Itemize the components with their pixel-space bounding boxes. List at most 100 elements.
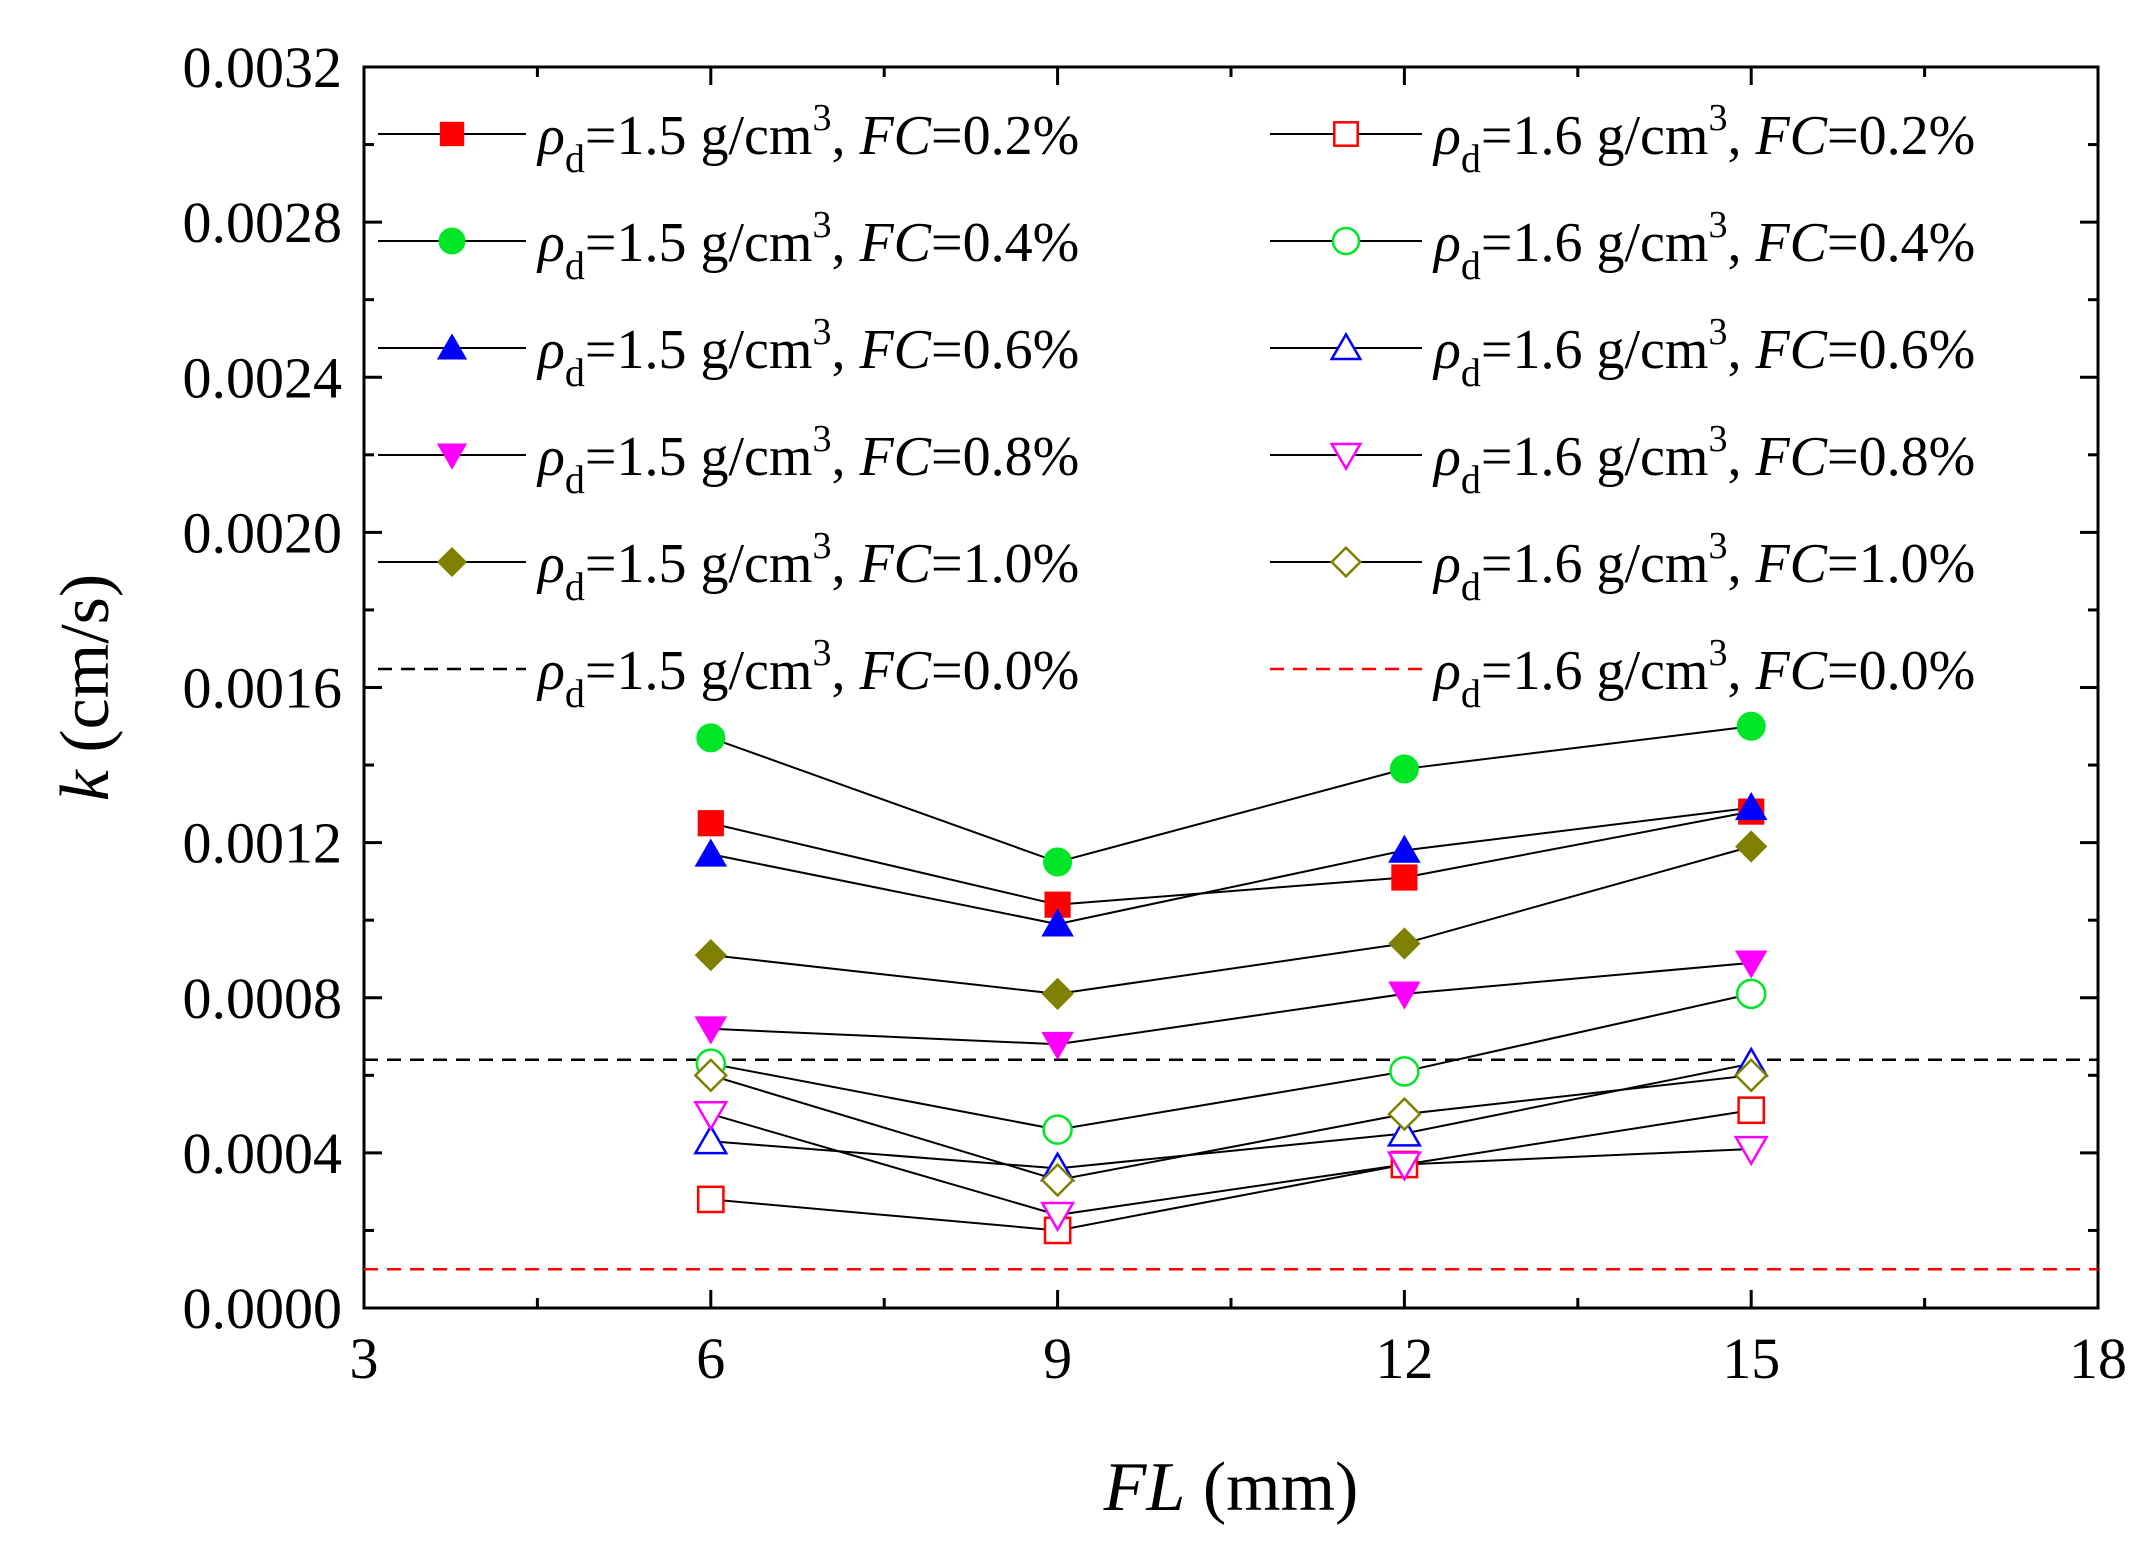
data-point: [1736, 711, 1766, 741]
legend-label: ρd=1.5 g/cm3, FC=0.8%: [536, 418, 1079, 502]
series-line: [710, 1109, 1752, 1232]
legend-label: ρd=1.5 g/cm3, FC=0.0%: [536, 632, 1079, 716]
data-point: [694, 938, 727, 972]
data-point: [1737, 1096, 1766, 1125]
legend-item: ρd=1.5 g/cm3, FC=0.6%: [378, 311, 1079, 395]
data-point: [1041, 977, 1074, 1010]
data-point: [1735, 830, 1768, 863]
x-tick-label: 18: [2069, 1326, 2127, 1391]
data-point: [696, 1185, 725, 1214]
data-point: [694, 1016, 728, 1045]
y-tick-label: 0.0004: [183, 1121, 343, 1186]
data-point: [696, 723, 726, 753]
data-point: [1735, 978, 1767, 1010]
y-axis-title-italic: k: [47, 768, 124, 801]
y-tick-label: 0.0032: [183, 35, 343, 100]
data-point: [1040, 1201, 1076, 1233]
series-line: [710, 992, 1752, 1131]
series-line: [710, 1074, 1752, 1182]
reference-lines: [364, 1058, 2098, 1271]
data-point: [1386, 1116, 1422, 1147]
legend-item: ρd=1.6 g/cm3, FC=1.0%: [1270, 525, 1975, 609]
series-markers: [693, 1100, 1769, 1233]
legend-item: ρd=1.6 g/cm3, FC=0.6%: [1270, 311, 1975, 395]
legend-label: ρd=1.5 g/cm3, FC=0.2%: [536, 97, 1079, 181]
data-point: [1734, 950, 1768, 979]
data-point: [1734, 792, 1768, 821]
data-point: [697, 810, 724, 837]
data-point: [1043, 847, 1073, 877]
series-line: [710, 1113, 1752, 1216]
series-markers: [694, 792, 1768, 937]
data-point: [1042, 1114, 1073, 1145]
series-line: [710, 1062, 1752, 1170]
series: [710, 1074, 1752, 1182]
series-line: [710, 961, 1752, 1046]
data-point: [694, 838, 728, 867]
y-tick-label: 0.0016: [183, 656, 343, 721]
legend-item: ρd=1.5 g/cm3, FC=0.2%: [378, 97, 1079, 181]
legend-item-reference: ρd=1.5 g/cm3, FC=0.0%: [378, 632, 1079, 716]
data-point: [1388, 981, 1421, 1010]
legend-label: ρd=1.6 g/cm3, FC=0.6%: [1432, 311, 1975, 395]
y-tick-label: 0.0008: [183, 966, 343, 1031]
data-point: [1388, 927, 1421, 960]
series: [710, 725, 1752, 864]
x-tick-label: 6: [696, 1326, 725, 1391]
series-line: [710, 845, 1752, 995]
x-tick-label: 12: [1375, 1326, 1433, 1391]
y-tick-label: 0.0012: [183, 811, 343, 876]
legend-marker: [1329, 331, 1363, 361]
legend: ρd=1.5 g/cm3, FC=0.2% ρd=1.5 g/cm3, FC=0.…: [378, 97, 1975, 716]
data-point: [1733, 1135, 1769, 1167]
series-markers: [694, 830, 1768, 1010]
data-point: [1389, 754, 1419, 784]
data-point: [693, 1100, 729, 1132]
legend-label: ρd=1.6 g/cm3, FC=0.2%: [1432, 97, 1975, 181]
series-markers: [696, 711, 1766, 877]
legend-label: ρd=1.5 g/cm3, FC=1.0%: [536, 525, 1079, 609]
x-axis-title-italic: FL: [1103, 1449, 1186, 1526]
x-axis-title: FL (mm): [1103, 1449, 1359, 1526]
legend-marker: [436, 546, 468, 578]
data-point: [693, 1124, 729, 1155]
series-layer: [693, 711, 1769, 1245]
y-axis-title: k (cm/s): [47, 574, 124, 801]
data-point: [1734, 1058, 1769, 1093]
x-tick-label: 3: [350, 1326, 379, 1391]
data-point: [1387, 1096, 1422, 1132]
data-point: [1389, 1056, 1420, 1087]
legend-label: ρd=1.6 g/cm3, FC=1.0%: [1432, 525, 1975, 609]
series-markers: [693, 1058, 1769, 1198]
legend-label: ρd=1.6 g/cm3, FC=0.8%: [1432, 418, 1975, 502]
data-point: [1040, 1162, 1075, 1198]
legend-marker: [438, 227, 466, 255]
legend-label: ρd=1.6 g/cm3, FC=0.4%: [1432, 204, 1975, 288]
legend-marker: [1329, 545, 1363, 579]
y-tick-label: 0.0000: [183, 1276, 343, 1341]
series: [710, 1062, 1752, 1170]
legend-item: ρd=1.5 g/cm3, FC=0.8%: [378, 418, 1079, 502]
legend-label: ρd=1.6 g/cm3, FC=0.0%: [1432, 632, 1975, 716]
y-tick-label: 0.0020: [183, 500, 343, 565]
legend-marker: [439, 121, 465, 147]
series: [710, 810, 1752, 906]
data-point: [1391, 864, 1418, 891]
legend-item: ρd=1.6 g/cm3, FC=0.8%: [1270, 418, 1975, 502]
legend-label: ρd=1.5 g/cm3, FC=0.4%: [536, 204, 1079, 288]
legend-label: ρd=1.5 g/cm3, FC=0.6%: [536, 311, 1079, 395]
x-tick-label: 15: [1722, 1326, 1780, 1391]
legend-item: ρd=1.5 g/cm3, FC=0.4%: [378, 204, 1079, 288]
series-line: [710, 725, 1752, 864]
series: [710, 806, 1752, 926]
series: [710, 845, 1752, 995]
series-markers: [693, 1046, 1769, 1182]
series: [710, 1109, 1752, 1232]
legend-item-reference: ρd=1.6 g/cm3, FC=0.0%: [1270, 632, 1975, 716]
x-tick-label: 9: [1043, 1326, 1072, 1391]
data-point: [1041, 908, 1074, 937]
legend-item: ρd=1.6 g/cm3, FC=0.2%: [1270, 97, 1975, 181]
legend-marker: [436, 333, 468, 360]
x-axis-title-unit: (mm): [1185, 1449, 1358, 1526]
